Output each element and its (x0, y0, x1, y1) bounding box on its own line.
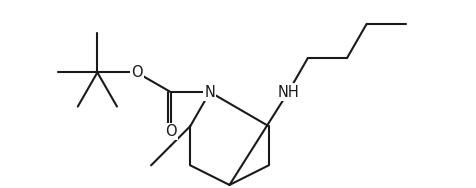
Text: O: O (130, 65, 142, 80)
Text: NH: NH (277, 85, 298, 99)
Text: N: N (204, 85, 215, 99)
Text: O: O (165, 124, 176, 139)
